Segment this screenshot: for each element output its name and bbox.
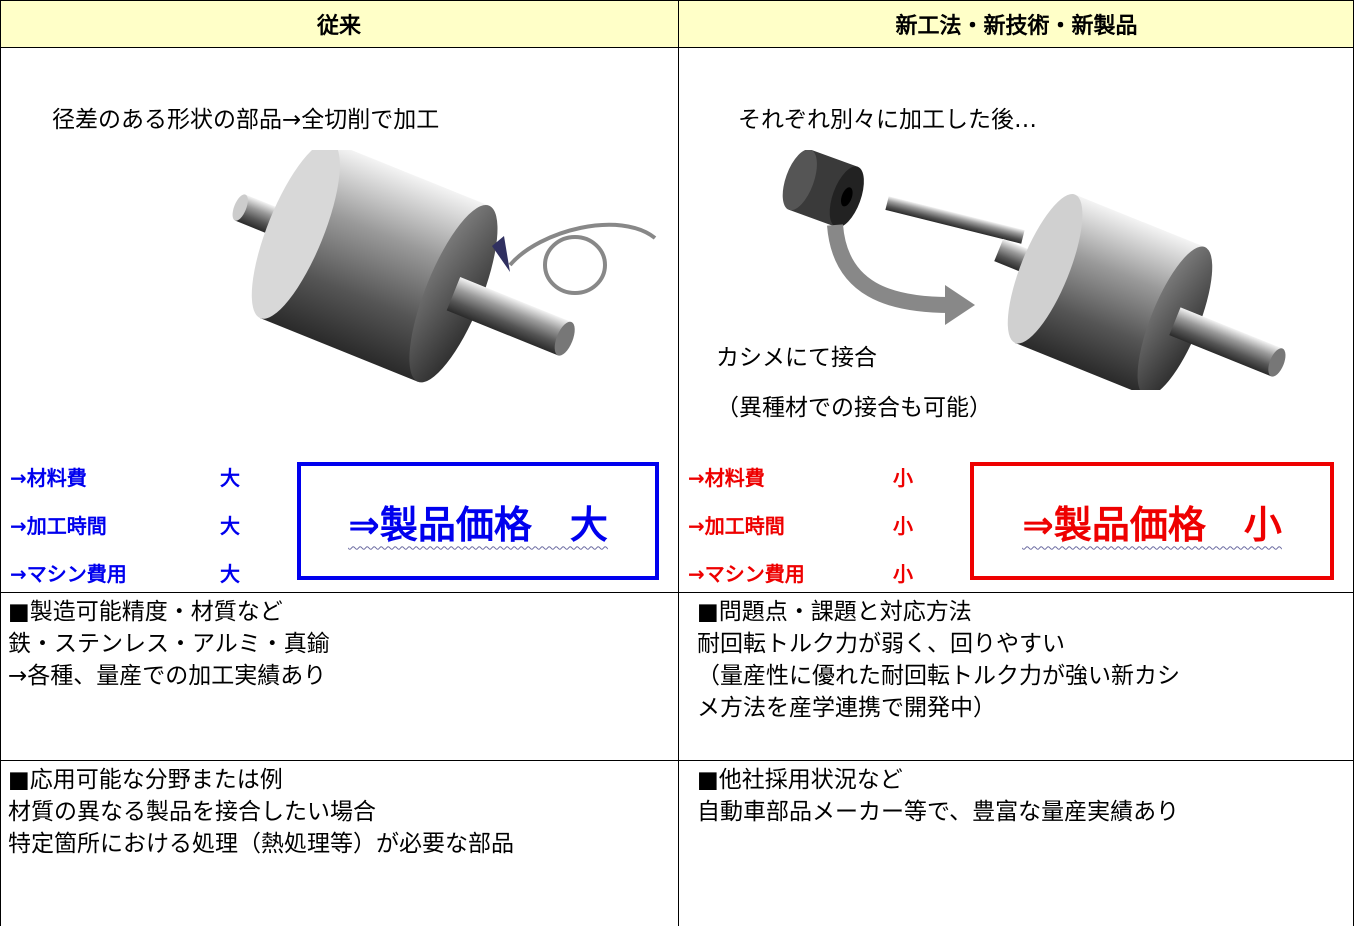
- cell-text: ■製造可能精度・材質など鉄・ステンレス・アルミ・真鍮 →各種、量産での加工実績あり: [8, 596, 330, 692]
- row-divider: [0, 592, 1354, 593]
- text-line: 自動車部品メーカー等で、豊富な量産実績あり: [697, 799, 1180, 825]
- result-box: ⇒製品価格 小: [970, 462, 1334, 580]
- cost-label: →マシン費用: [10, 562, 127, 586]
- cost-label: →加工時間: [10, 514, 107, 538]
- cost-level: 小: [893, 514, 913, 538]
- cost-label: →マシン費用: [688, 562, 805, 586]
- text-line: ■製造可能精度・材質など: [8, 599, 283, 625]
- header-right: 新工法・新技術・新製品: [679, 0, 1354, 48]
- cost-label: →材料費: [10, 466, 87, 490]
- cell-text: ■応用可能な分野または例材質の異なる製品を接合したい場合特定箇所における処理（熱…: [8, 764, 514, 860]
- text-line: 鉄・ステンレス・アルミ・真鍮: [8, 631, 330, 657]
- cost-label: →加工時間: [688, 514, 785, 538]
- text-line: →各種、量産での加工実績あり: [8, 663, 327, 689]
- text-line: （量産性に優れた耐回転トルク力が強い新カシ: [697, 663, 1180, 689]
- text-line: 材質の異なる製品を接合したい場合: [8, 799, 376, 825]
- cost-level: 大: [220, 514, 240, 538]
- cost-level: 小: [893, 466, 913, 490]
- cost-level: 小: [893, 562, 913, 586]
- row-divider: [0, 760, 1354, 761]
- caption: それぞれ別々に加工した後…: [738, 107, 1037, 133]
- text-line: 特定箇所における処理（熱処理等）が必要な部品: [8, 831, 514, 857]
- cell-text: ■問題点・課題と対応方法耐回転トルク力が弱く、回りやすい （量産性に優れた耐回転ト…: [697, 596, 1180, 724]
- cell-text: ■他社採用状況など自動車部品メーカー等で、豊富な量産実績あり: [697, 764, 1179, 828]
- result: ⇒製品価格 小: [1022, 502, 1282, 547]
- cost-level: 大: [220, 466, 240, 490]
- cost-label: →材料費: [688, 466, 765, 490]
- result-box: ⇒製品価格 大: [297, 462, 659, 580]
- border: [0, 0, 1354, 1]
- note: カシメにて接合: [716, 345, 877, 371]
- text-line: メ方法を産学連携で開発中）: [697, 695, 996, 721]
- cylinder-illustration: [232, 150, 657, 383]
- note: （異種材での接合も可能）: [716, 395, 992, 421]
- column-divider: [678, 0, 679, 926]
- result: ⇒製品価格 大: [348, 502, 608, 547]
- text-line: ■応用可能な分野または例: [8, 767, 283, 793]
- header-left: 従来: [0, 0, 678, 48]
- border: [0, 0, 1, 926]
- text-line: ■問題点・課題と対応方法: [697, 599, 972, 625]
- assembly-illustration: [782, 150, 1286, 390]
- text-line: 耐回転トルク力が弱く、回りやすい: [697, 631, 1065, 657]
- text-line: ■他社採用状況など: [697, 767, 903, 793]
- caption: 径差のある形状の部品→全切削で加工: [52, 107, 440, 133]
- cost-level: 大: [220, 562, 240, 586]
